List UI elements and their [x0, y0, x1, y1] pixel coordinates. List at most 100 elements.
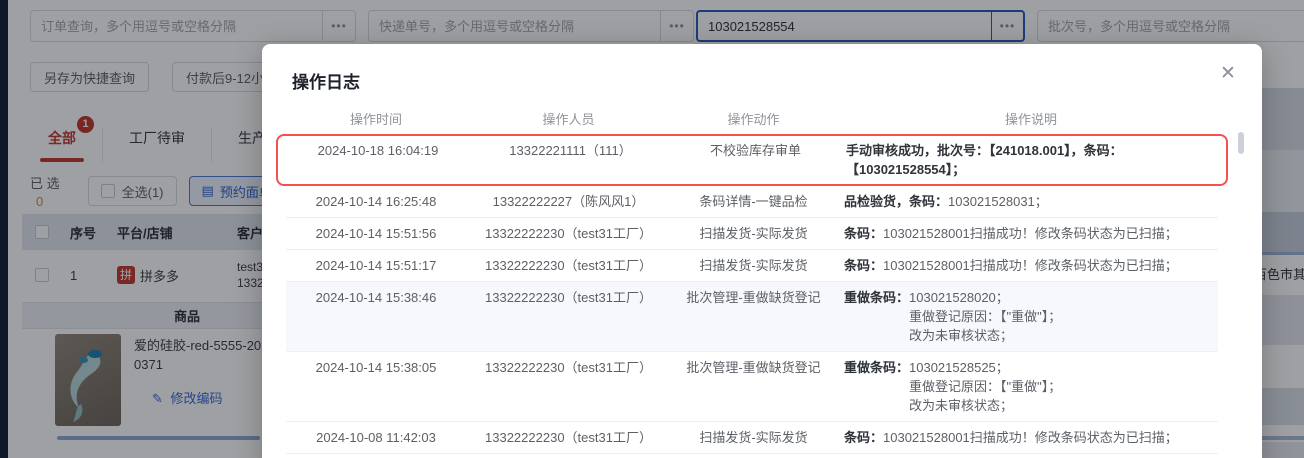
document-icon: ▤: [201, 183, 214, 198]
header-platform: 平台/店铺: [117, 225, 173, 241]
log-row-6: 2024-10-14 15:38:05 13322222230（test31工厂）…: [286, 352, 1218, 422]
product-image: [55, 334, 121, 426]
log-description-label: 手动审核成功，批次号：【241018.001】，条码：【103021528554…: [846, 143, 1123, 177]
order-search-input[interactable]: [30, 10, 323, 42]
log-description: 条码： 103021528001扫描成功！修改条码状态为已扫描；: [836, 224, 1218, 243]
log-row-5: 2024-10-14 15:38:46 13322222230（test31工厂）…: [286, 282, 1218, 352]
tab-1[interactable]: 全部 1: [22, 116, 103, 162]
log-row-3: 2024-10-14 15:51:56 13322222230（test31工厂）…: [286, 218, 1218, 250]
product-name: 爱的硅胶-red-5555-2024 0371: [134, 338, 276, 372]
log-rows-container: 2024-10-18 16:04:19 13322221111（111） 不校验库存…: [276, 134, 1228, 458]
log-description: 重做条码： 103021528020； 重做登记原因：【"重做"】； 改为未审核状态；: [836, 288, 1218, 345]
product-header-label: 商品: [173, 309, 200, 324]
log-description: 手动审核成功，批次号：【241018.001】，条码：【103021528554…: [838, 141, 1218, 179]
log-operator: 13322222230（test31工厂）: [485, 258, 652, 273]
order-search-group: •••: [30, 10, 356, 42]
log-time: 2024-10-14 15:38:05: [315, 360, 437, 375]
selected-label: 已 选: [30, 176, 60, 191]
log-action: 扫描发货-实际发货: [699, 430, 808, 445]
save-quick-query-button[interactable]: 另存为快捷查询: [30, 62, 150, 92]
close-icon[interactable]: ✕: [1220, 63, 1236, 84]
log-description-body: 103021528001扫描成功！修改条码状态为已扫描；: [883, 226, 1178, 241]
express-search-input[interactable]: [368, 10, 661, 42]
edit-code-label: 修改编码: [170, 391, 223, 406]
log-description-body: 103021528001扫描成功！修改条码状态为已扫描；: [883, 430, 1178, 445]
log-row-4: 2024-10-14 15:51:17 13322222230（test31工厂）…: [286, 250, 1218, 282]
log-time: 2024-10-18 16:04:19: [317, 143, 439, 158]
log-row-1: 2024-10-18 16:04:19 13322221111（111） 不校验库存…: [276, 134, 1228, 186]
log-description: 重做条码： 103021528525； 重做登记原因：【"重做"】； 改为未审核状态；: [836, 358, 1218, 415]
log-time: 2024-10-08 11:42:03: [316, 430, 436, 445]
header-index: 序号: [70, 225, 97, 241]
express-search-more-button[interactable]: •••: [660, 10, 694, 42]
log-time: 2024-10-14 15:38:46: [315, 290, 437, 305]
pencil-icon: ✎: [152, 391, 163, 406]
log-description-label: 重做条码：: [844, 360, 910, 375]
log-time: 2024-10-14 16:25:48: [315, 194, 437, 209]
log-description-body: 103021528525； 重做登记原因：【"重做"】； 改为未审核状态；: [909, 360, 1062, 413]
log-action: 扫描发货-实际发货: [699, 226, 808, 241]
select-all-button[interactable]: 全选(1): [87, 176, 177, 206]
log-action: 批次管理-重做缺货登记: [686, 290, 821, 305]
horizontal-scrollbar[interactable]: [57, 436, 260, 440]
log-description: 品检验货，条码： 103021528031；: [836, 192, 1218, 211]
select-all-label: 全选(1): [121, 184, 164, 200]
log-operator: 13322221111（111）: [509, 143, 632, 158]
col-header-operator: 操作人员: [542, 111, 595, 127]
row-checkbox[interactable]: [35, 268, 49, 282]
log-operator: 13322222230（test31工厂）: [485, 360, 652, 375]
barcode-search-input[interactable]: [696, 10, 991, 42]
col-header-time: 操作时间: [349, 111, 402, 127]
log-action: 条码详情-一键品检: [699, 194, 808, 209]
tab-badge: 1: [77, 116, 94, 133]
express-search-group: •••: [368, 10, 694, 42]
sidebar-edge: [0, 0, 8, 458]
address-fragment: 百色市其: [1254, 267, 1304, 282]
log-description: 条码： 103021528001扫描成功！修改条码状态为已扫描；: [836, 256, 1218, 275]
modal-title: 操作日志: [292, 73, 360, 92]
tab-2[interactable]: 工厂待审: [103, 128, 212, 162]
log-description-label: 品检验货，条码：: [844, 194, 949, 209]
col-header-description: 操作说明: [1004, 111, 1057, 127]
log-description-label: 条码：: [844, 430, 884, 445]
barcode-search-group: •••: [696, 10, 1025, 42]
customer-cell: test3 1332: [237, 260, 264, 290]
log-table-header: 操作时间 操作人员 操作动作 操作说明: [286, 102, 1218, 134]
log-row-8: 2024-10-08 11:09:1613322222230（test31工厂）…: [286, 454, 1218, 458]
pinduoduo-icon: 拼: [117, 266, 135, 284]
order-search-more-button[interactable]: •••: [322, 10, 356, 42]
operation-log-modal: 操作日志 ✕ 操作时间 操作人员 操作动作 操作说明 2024-10-18 16…: [262, 44, 1262, 458]
barcode-search-more-button[interactable]: •••: [990, 10, 1025, 42]
log-description-label: 条码：: [844, 258, 884, 273]
edit-code-link[interactable]: ✎ 修改编码: [152, 388, 223, 407]
log-action: 批次管理-重做缺货登记: [686, 360, 821, 375]
log-time: 2024-10-14 15:51:56: [315, 226, 437, 241]
log-description-label: 条码：: [844, 226, 884, 241]
log-description: 条码： 103021528001扫描成功！修改条码状态为已扫描；: [836, 428, 1218, 447]
reserve-waybill-label: 预约面单: [219, 184, 272, 200]
batch-search-input[interactable]: [1037, 10, 1304, 42]
log-description-label: 重做条码：: [844, 290, 910, 305]
log-operator: 13322222227（陈风风1）: [492, 194, 645, 209]
platform-name: 拼多多: [140, 268, 180, 284]
selected-count: 0: [36, 194, 44, 209]
log-operator: 13322222230（test31工厂）: [485, 290, 652, 305]
log-operator: 13322222230（test31工厂）: [485, 430, 652, 445]
row-index: 1: [70, 267, 78, 283]
vertical-scrollbar-thumb[interactable]: [1238, 132, 1244, 154]
select-all-checkbox[interactable]: [100, 184, 115, 198]
col-header-action: 操作动作: [727, 111, 780, 127]
log-description-body: 103021528001扫描成功！修改条码状态为已扫描；: [883, 258, 1178, 273]
log-operator: 13322222230（test31工厂）: [485, 226, 652, 241]
log-description-body: 103021528020； 重做登记原因：【"重做"】； 改为未审核状态；: [909, 290, 1062, 343]
log-row-2: 2024-10-14 16:25:48 13322222227（陈风风1） 条码详情…: [286, 186, 1218, 218]
log-description-body: 103021528031；: [948, 194, 1048, 209]
log-action: 扫描发货-实际发货: [699, 258, 808, 273]
header-customer: 客户: [237, 225, 264, 241]
batch-search-group: [1037, 10, 1304, 42]
log-row-7: 2024-10-08 11:42:03 13322222230（test31工厂）…: [286, 422, 1218, 454]
log-time: 2024-10-14 15:51:17: [315, 258, 437, 273]
log-action: 不校验库存审单: [709, 143, 801, 158]
header-checkbox[interactable]: [35, 225, 49, 239]
